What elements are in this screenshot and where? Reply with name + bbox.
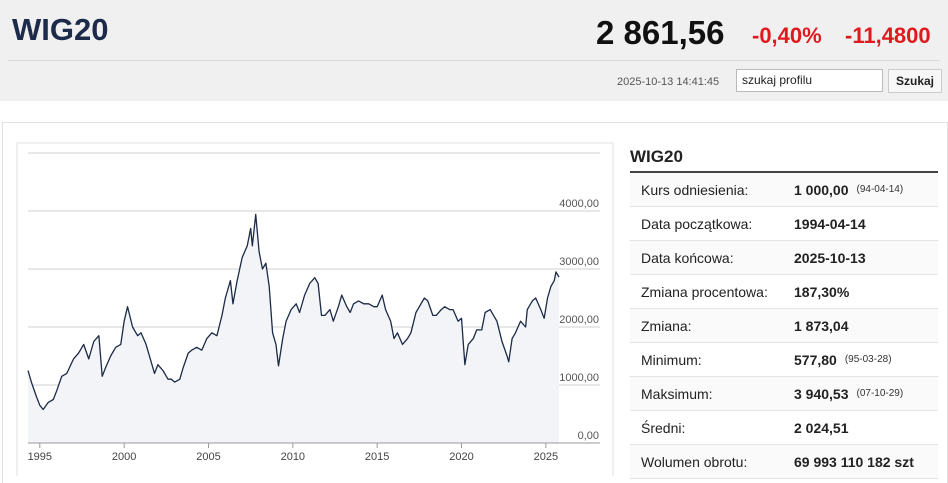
row-value: 187,30% bbox=[794, 283, 850, 300]
x-tick-label: 2015 bbox=[365, 451, 389, 463]
row-value: 2025-10-13 bbox=[794, 249, 866, 266]
change-percent: -0,40% bbox=[752, 23, 822, 48]
change: -11,4800 bbox=[845, 23, 931, 48]
row-label: Kurs odniesienia: bbox=[641, 181, 749, 198]
divider bbox=[8, 60, 940, 61]
table-row: Minimum: 577,80 (95-03-28) bbox=[630, 343, 938, 377]
y-tick-label: 4000,00 bbox=[559, 198, 599, 210]
price: 2 861,56 bbox=[596, 14, 725, 51]
y-tick-label: 1000,00 bbox=[559, 372, 599, 384]
row-value: 69 993 110 182 szt bbox=[794, 453, 914, 470]
area bbox=[28, 214, 559, 443]
row-value: 3 940,53 bbox=[794, 385, 849, 402]
row-value: 2 024,51 bbox=[794, 419, 849, 436]
row-date: (95-03-28) bbox=[844, 354, 892, 365]
table-row: Data końcowa: 2025-10-13 bbox=[630, 241, 938, 275]
row-label: Zmiana procentowa: bbox=[641, 283, 768, 300]
row-label: Maksimum: bbox=[641, 385, 713, 402]
table-row: Zmiana: 1 873,04 bbox=[630, 309, 938, 343]
timestamp: 2025-10-13 14:41:45 bbox=[617, 76, 720, 88]
index-title: WIG20 bbox=[12, 12, 109, 47]
chart: 0,00 1000,00 2000,00 3000,00 4000,00 1995 2000… bbox=[16, 142, 614, 476]
row-date: (94-04-14) bbox=[856, 184, 904, 195]
row-value: 1994-04-14 bbox=[794, 215, 866, 232]
y-tick-label: 3000,00 bbox=[559, 256, 599, 268]
x-tick-label: 2020 bbox=[449, 451, 473, 463]
price-line bbox=[27, 213, 560, 411]
table-row: Średni: 2 024,51 bbox=[630, 411, 938, 445]
x-tick-label: 2000 bbox=[112, 451, 136, 463]
row-label: Data początkowa: bbox=[641, 215, 753, 232]
search-input[interactable]: szukaj profilu bbox=[736, 69, 883, 92]
search-button[interactable]: Szukaj bbox=[888, 69, 942, 93]
row-date: (07-10-29) bbox=[856, 388, 904, 399]
table-body: Kurs odniesienia: 1 000,00 (94-04-14) Data … bbox=[630, 173, 938, 479]
x-tick-label: 2025 bbox=[534, 451, 558, 463]
table-row: Kurs odniesienia: 1 000,00 (94-04-14) bbox=[630, 173, 938, 207]
stats-table: WIG20 Kurs odniesienia: 1 000,00 (94-04-14… bbox=[630, 143, 938, 479]
table-row: Zmiana procentowa: 187,30% bbox=[630, 275, 938, 309]
table-row: Data początkowa: 1994-04-14 bbox=[630, 207, 938, 241]
header: WIG20 2 861,56 -0,40% -11,4800 2025-10-1… bbox=[0, 0, 948, 101]
row-value: 1 873,04 bbox=[794, 317, 849, 334]
row-label: Data końcowa: bbox=[641, 249, 734, 266]
x-tick-label: 1995 bbox=[28, 451, 52, 463]
x-tick-label: 2010 bbox=[281, 451, 305, 463]
row-label: Średni: bbox=[641, 419, 686, 436]
table-row: Wolumen obrotu: 69 993 110 182 szt bbox=[630, 445, 938, 479]
row-label: Zmiana: bbox=[641, 317, 692, 334]
table-row: Maksimum: 3 940,53 (07-10-29) bbox=[630, 377, 938, 411]
row-value: 577,80 bbox=[794, 351, 837, 368]
y-tick-label: 0,00 bbox=[578, 430, 599, 442]
row-value: 1 000,00 bbox=[794, 181, 849, 198]
y-tick-label: 2000,00 bbox=[559, 314, 599, 326]
x-tick-label: 2005 bbox=[196, 451, 220, 463]
table-title: WIG20 bbox=[630, 143, 938, 173]
row-label: Wolumen obrotu: bbox=[641, 453, 748, 470]
row-label: Minimum: bbox=[641, 351, 702, 368]
